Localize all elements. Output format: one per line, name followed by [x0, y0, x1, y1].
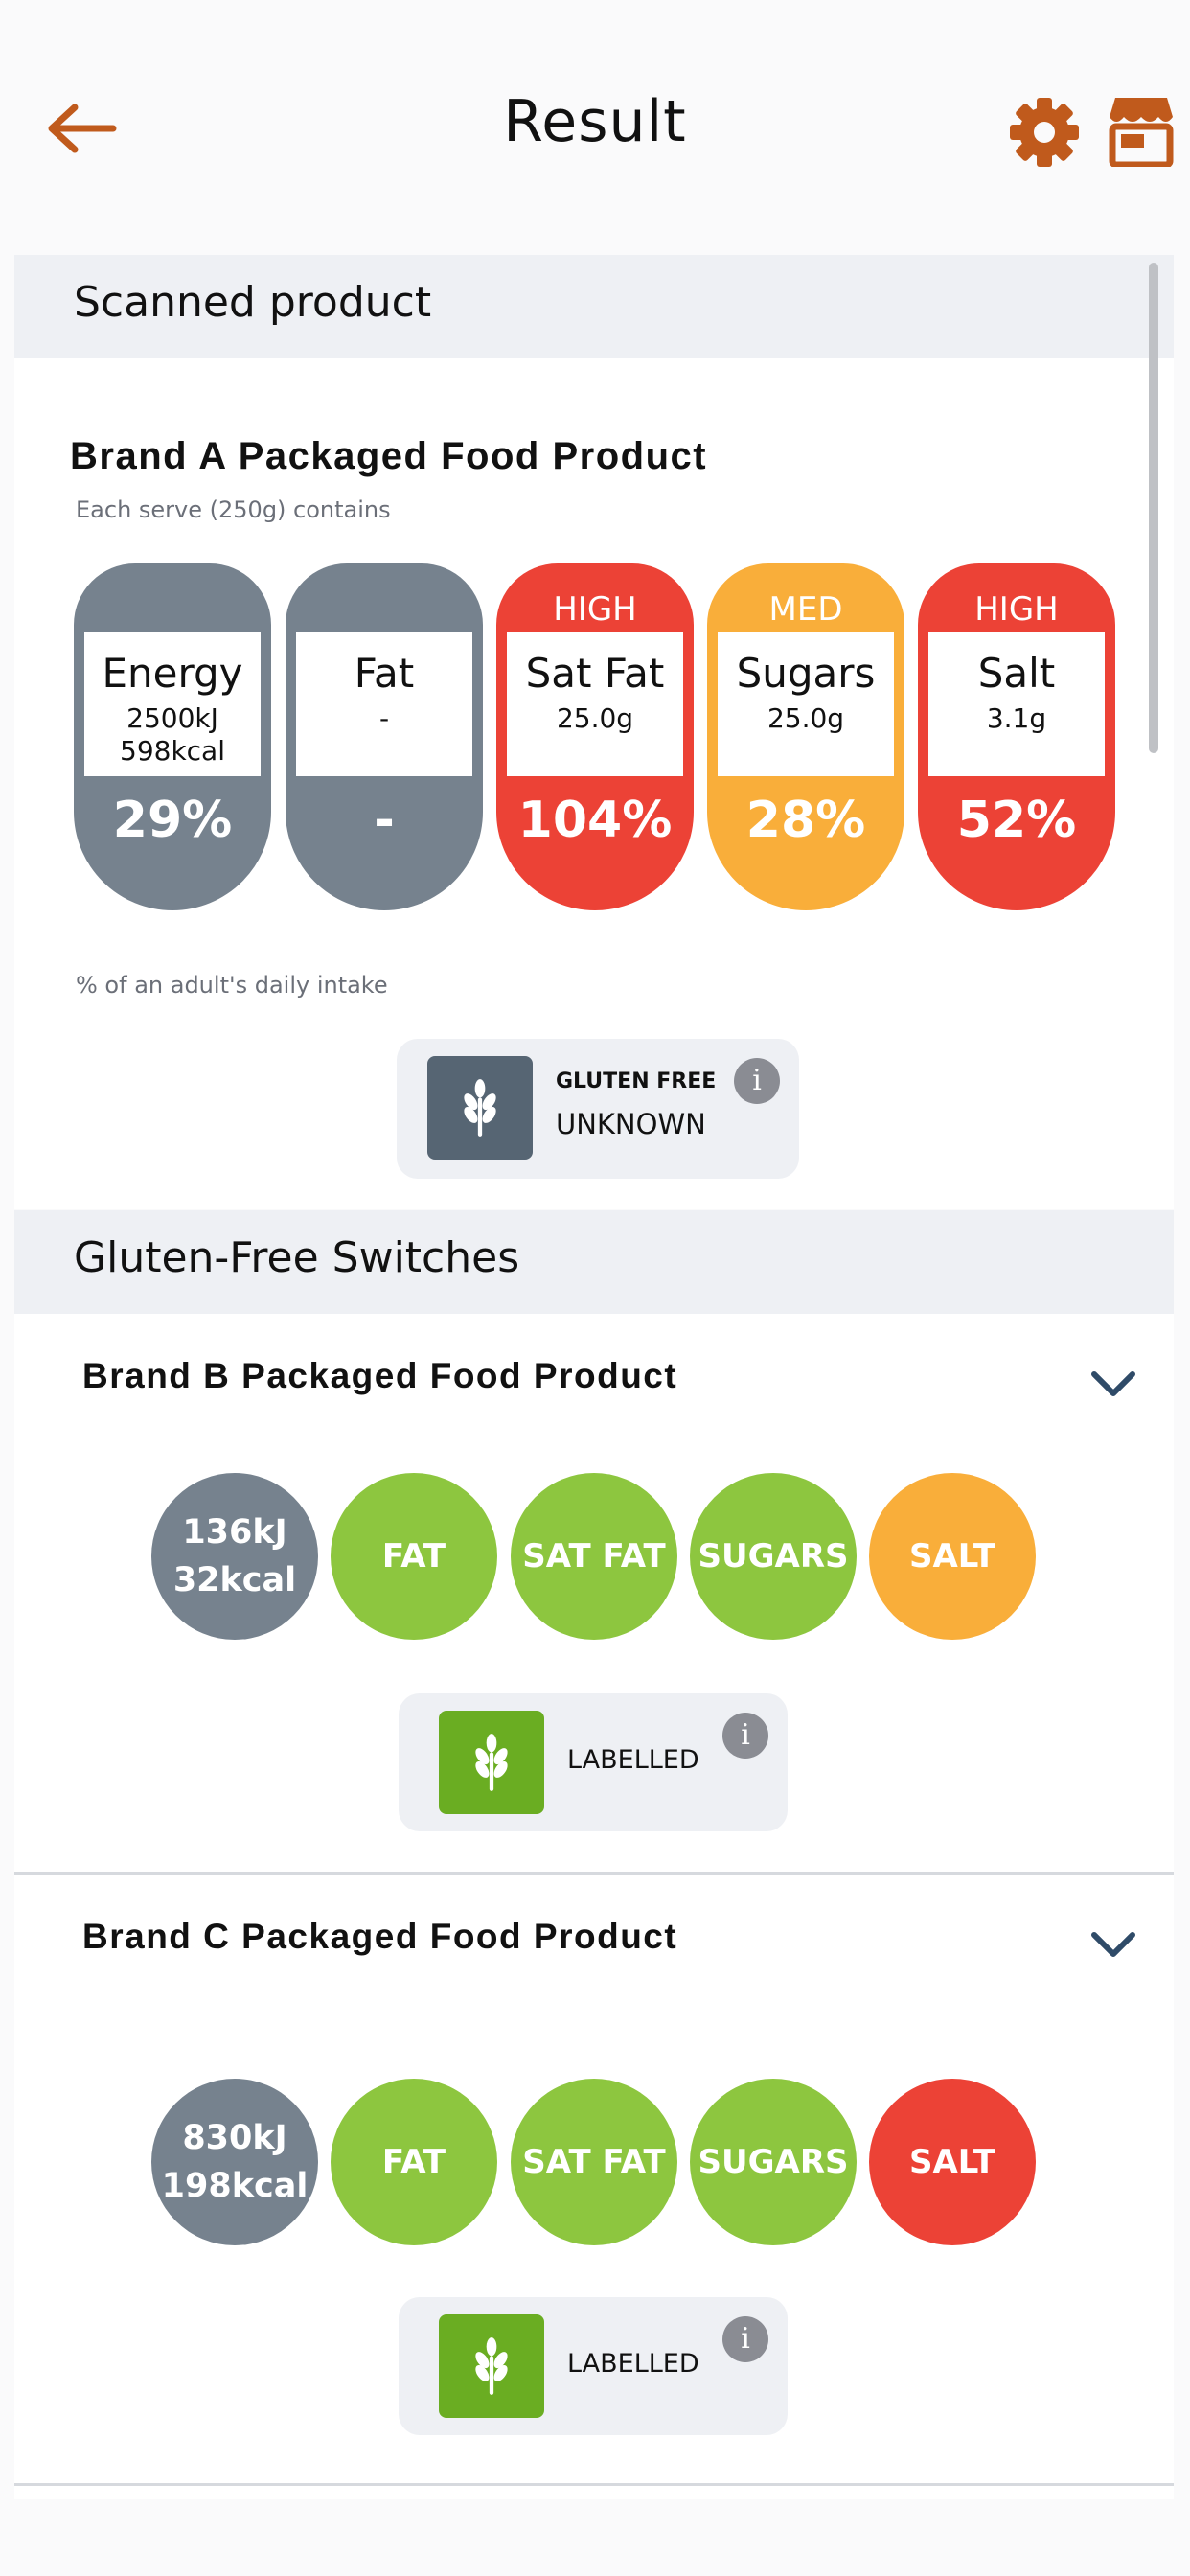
nutrient-level: HIGH [553, 590, 637, 629]
energy-circle: 830kJ 198kcal [151, 2079, 318, 2245]
page-title: Result [503, 88, 687, 155]
nutrient-level: HIGH [974, 590, 1059, 629]
nutrient-amount: - [378, 702, 390, 734]
gluten-labelled-badge: LABELLED i [399, 1693, 788, 1831]
nutrient-pill-sat-fat: HIGH Sat Fat 25.0g 104% [496, 564, 694, 910]
chevron-down-icon [1091, 1371, 1135, 1396]
gluten-status: UNKNOWN [556, 1108, 706, 1140]
divider [14, 1872, 1174, 1874]
nutrient-box: Salt 3.1g [928, 632, 1105, 776]
info-icon[interactable]: i [722, 2316, 768, 2362]
nutrient-circle-sugars: SUGARS [690, 1473, 857, 1640]
gluten-icon-box [439, 2314, 544, 2418]
nutrient-pill-sugars: MED Sugars 25.0g 28% [707, 564, 904, 910]
nutrient-percent: - [374, 792, 395, 849]
nutrient-box: Sugars 25.0g [718, 632, 894, 776]
nutrient-circle-salt: SALT [869, 2079, 1036, 2245]
nutrient-percent: 28% [745, 792, 866, 849]
nutrient-name: Salt [977, 650, 1056, 697]
daily-intake-note: % of an adult's daily intake [76, 972, 388, 999]
gluten-icon-box [439, 1711, 544, 1814]
chevron-down-icon [1091, 1932, 1135, 1957]
wheat-icon [464, 1079, 496, 1137]
nutrient-amount: 25.0g [556, 702, 634, 734]
nutrient-amount: 2500kJ 598kcal [120, 702, 225, 767]
switch-product-name[interactable]: Brand B Packaged Food Product [82, 1356, 678, 1395]
section-title: Gluten-Free Switches [74, 1233, 520, 1282]
nutrient-amount: 25.0g [767, 702, 845, 734]
nutrient-circle-salt: SALT [869, 1473, 1036, 1640]
back-button[interactable] [46, 102, 119, 155]
gluten-label: GLUTEN FREE [556, 1070, 717, 1093]
arrow-left-icon [48, 104, 117, 153]
gluten-status: LABELLED [567, 2349, 699, 2379]
nutrient-percent: 52% [956, 792, 1077, 849]
gluten-status: LABELLED [567, 1745, 699, 1775]
nutrient-percent: 29% [112, 792, 233, 849]
settings-button[interactable] [1008, 96, 1081, 169]
wheat-icon [475, 2337, 508, 2395]
product-name: Brand A Packaged Food Product [70, 435, 708, 477]
nutrient-level: MED [768, 590, 843, 629]
divider [14, 2483, 1174, 2486]
gluten-free-badge: GLUTEN FREE UNKNOWN i [397, 1039, 799, 1179]
section-title: Scanned product [74, 278, 432, 327]
gear-icon [1010, 98, 1079, 167]
info-icon[interactable]: i [734, 1058, 780, 1104]
nutrient-pill-salt: HIGH Salt 3.1g 52% [918, 564, 1115, 910]
nutrient-box: Sat Fat 25.0g [507, 632, 683, 776]
nutrient-box: Energy 2500kJ 598kcal [84, 632, 261, 776]
nutrient-circle-fat: FAT [331, 2079, 497, 2245]
nutrient-name: Energy [102, 650, 243, 697]
nutrient-pill-energy: Energy 2500kJ 598kcal 29% [74, 564, 271, 910]
wheat-icon [475, 1734, 508, 1791]
nutrient-pill-fat: Fat - - [286, 564, 483, 910]
store-icon [1109, 98, 1174, 169]
nutrient-name: Sugars [736, 650, 876, 697]
nutrient-circle-fat: FAT [331, 1473, 497, 1640]
nutrient-name: Fat [354, 650, 415, 697]
scrollbar[interactable] [1149, 263, 1158, 753]
switches-section-header: Gluten-Free Switches [14, 1210, 1174, 1314]
gluten-labelled-badge: LABELLED i [399, 2297, 788, 2435]
scanned-section-header: Scanned product [14, 255, 1174, 358]
nutrient-circle-sugars: SUGARS [690, 2079, 857, 2245]
nutrient-percent: 104% [517, 792, 673, 849]
serve-size-text: Each serve (250g) contains [76, 496, 391, 523]
info-icon[interactable]: i [722, 1713, 768, 1759]
energy-circle: 136kJ 32kcal [151, 1473, 318, 1640]
expand-chevron[interactable] [1088, 1929, 1138, 1962]
store-button[interactable] [1108, 96, 1175, 169]
nutrient-circle-sat-fat: SAT FAT [511, 1473, 677, 1640]
expand-chevron[interactable] [1088, 1368, 1138, 1401]
nutrient-box: Fat - [296, 632, 472, 776]
nutrient-name: Sat Fat [525, 650, 665, 697]
nutrient-circle-sat-fat: SAT FAT [511, 2079, 677, 2245]
nutrient-amount: 3.1g [986, 702, 1047, 734]
switch-product-name[interactable]: Brand C Packaged Food Product [82, 1917, 678, 1956]
gluten-icon-box [427, 1056, 533, 1160]
